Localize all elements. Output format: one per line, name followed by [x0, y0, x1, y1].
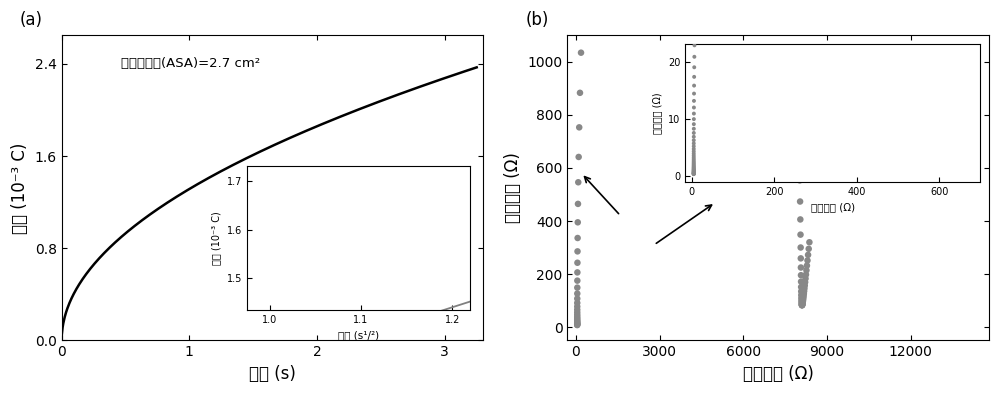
Point	[794, 302, 810, 308]
Y-axis label: 电荷 (10⁻³ C): 电荷 (10⁻³ C)	[11, 142, 29, 234]
Point	[793, 264, 809, 271]
Point	[794, 302, 810, 308]
Point	[795, 299, 811, 306]
Point	[569, 269, 585, 275]
Point	[569, 315, 585, 321]
Point	[793, 284, 809, 290]
Point	[569, 321, 585, 327]
Point	[569, 284, 585, 291]
Point	[794, 301, 810, 308]
Point	[569, 321, 585, 327]
Point	[571, 124, 587, 130]
Point	[798, 271, 814, 278]
Point	[573, 50, 589, 56]
Point	[569, 320, 585, 326]
Point	[795, 295, 811, 301]
Point	[797, 282, 813, 289]
Point	[795, 300, 811, 307]
X-axis label: 时间 (s): 时间 (s)	[249, 365, 296, 383]
Point	[800, 252, 816, 258]
Point	[569, 316, 585, 323]
Text: (b): (b)	[525, 11, 549, 29]
Point	[570, 235, 586, 241]
Point	[569, 313, 585, 320]
Point	[801, 246, 817, 252]
Point	[570, 219, 586, 225]
Text: (a): (a)	[20, 11, 43, 29]
Point	[793, 272, 809, 278]
Point	[794, 302, 810, 309]
Point	[569, 296, 585, 302]
Point	[569, 277, 585, 284]
Point	[798, 275, 814, 282]
Point	[793, 255, 809, 262]
X-axis label: 阻抗实部 (Ω): 阻抗实部 (Ω)	[743, 365, 814, 383]
Point	[569, 303, 585, 310]
Point	[793, 288, 809, 295]
Point	[570, 248, 586, 255]
Point	[793, 295, 809, 301]
Point	[569, 318, 585, 325]
Point	[789, 50, 805, 56]
Point	[569, 300, 585, 306]
Point	[799, 262, 815, 269]
Point	[794, 302, 810, 309]
Point	[792, 216, 808, 223]
Point	[569, 322, 585, 328]
Point	[793, 292, 809, 298]
Point	[569, 319, 585, 325]
Point	[569, 318, 585, 324]
Point	[795, 297, 811, 303]
Point	[569, 322, 585, 328]
Point	[569, 307, 585, 313]
Point	[569, 311, 585, 318]
Point	[570, 201, 586, 207]
Text: 活性表面积(ASA)=2.7 cm²: 活性表面积(ASA)=2.7 cm²	[121, 57, 260, 70]
Point	[793, 279, 809, 285]
Point	[571, 154, 587, 160]
Point	[796, 288, 812, 294]
Point	[794, 300, 810, 307]
Y-axis label: 阻抗虚部 (Ω): 阻抗虚部 (Ω)	[504, 152, 522, 223]
Point	[790, 89, 806, 96]
Point	[792, 198, 808, 204]
Point	[791, 152, 807, 159]
Point	[792, 177, 808, 184]
Point	[793, 297, 809, 303]
Point	[796, 285, 812, 292]
Point	[795, 298, 811, 305]
Point	[801, 239, 817, 245]
Point	[796, 291, 812, 297]
Point	[793, 244, 809, 251]
Point	[569, 309, 585, 316]
Point	[791, 123, 807, 130]
Point	[793, 232, 809, 238]
Point	[569, 290, 585, 297]
Point	[794, 301, 810, 308]
Point	[797, 279, 813, 285]
Point	[798, 267, 814, 273]
Point	[572, 90, 588, 96]
Point	[794, 299, 810, 305]
Point	[796, 293, 812, 299]
Point	[799, 257, 815, 264]
Point	[570, 179, 586, 186]
Point	[569, 260, 585, 266]
